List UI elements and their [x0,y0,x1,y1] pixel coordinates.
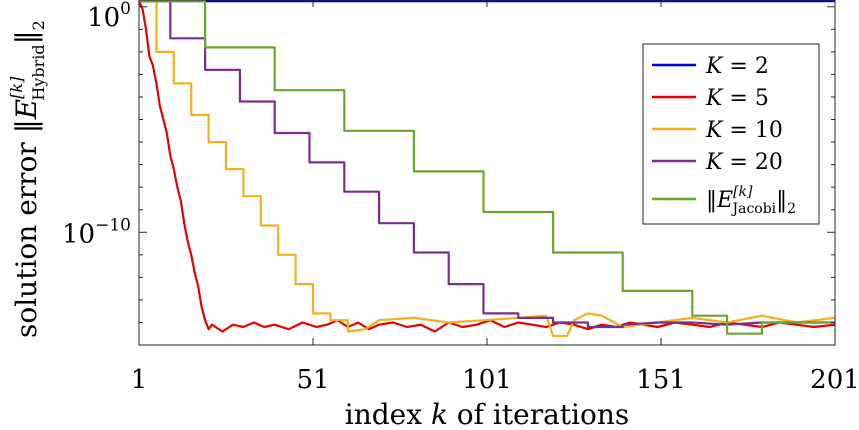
legend-label-k5: K = 5 [705,86,769,111]
x-tick-label: 151 [636,365,686,395]
x-tick-label: 51 [296,365,329,395]
legend-label-k2: K = 2 [705,54,769,79]
series-layer [137,0,836,338]
series-line-jacobi [139,0,835,335]
legend-label-jacobi: ‖E[k] Jacobi‖2 [706,184,796,217]
legend-label-k20: K = 20 [705,150,783,175]
series-line-k10 [139,0,836,338]
x-tick-label: 201 [810,365,859,395]
legend-box [642,43,820,225]
y-axis-title: solution error ‖E[k] Hybrid‖2 [7,20,48,338]
x-tick-label: 1 [131,365,148,395]
x-axis-title: index k of iterations [345,398,630,430]
y-tick-label: 100 [87,0,131,33]
series-line-k20 [139,0,835,329]
x-tick-label: 101 [462,365,512,395]
legend: K = 2 K = 5 K = 10 K = 20 ‖E[k] Jacobi‖2 [642,43,820,225]
legend-entries: K = 2 K = 5 K = 10 K = 20 ‖E[k] Jacobi‖2 [652,54,796,217]
y-tick-label: 10−10 [62,215,131,249]
legend-label-k10: K = 10 [705,118,783,143]
